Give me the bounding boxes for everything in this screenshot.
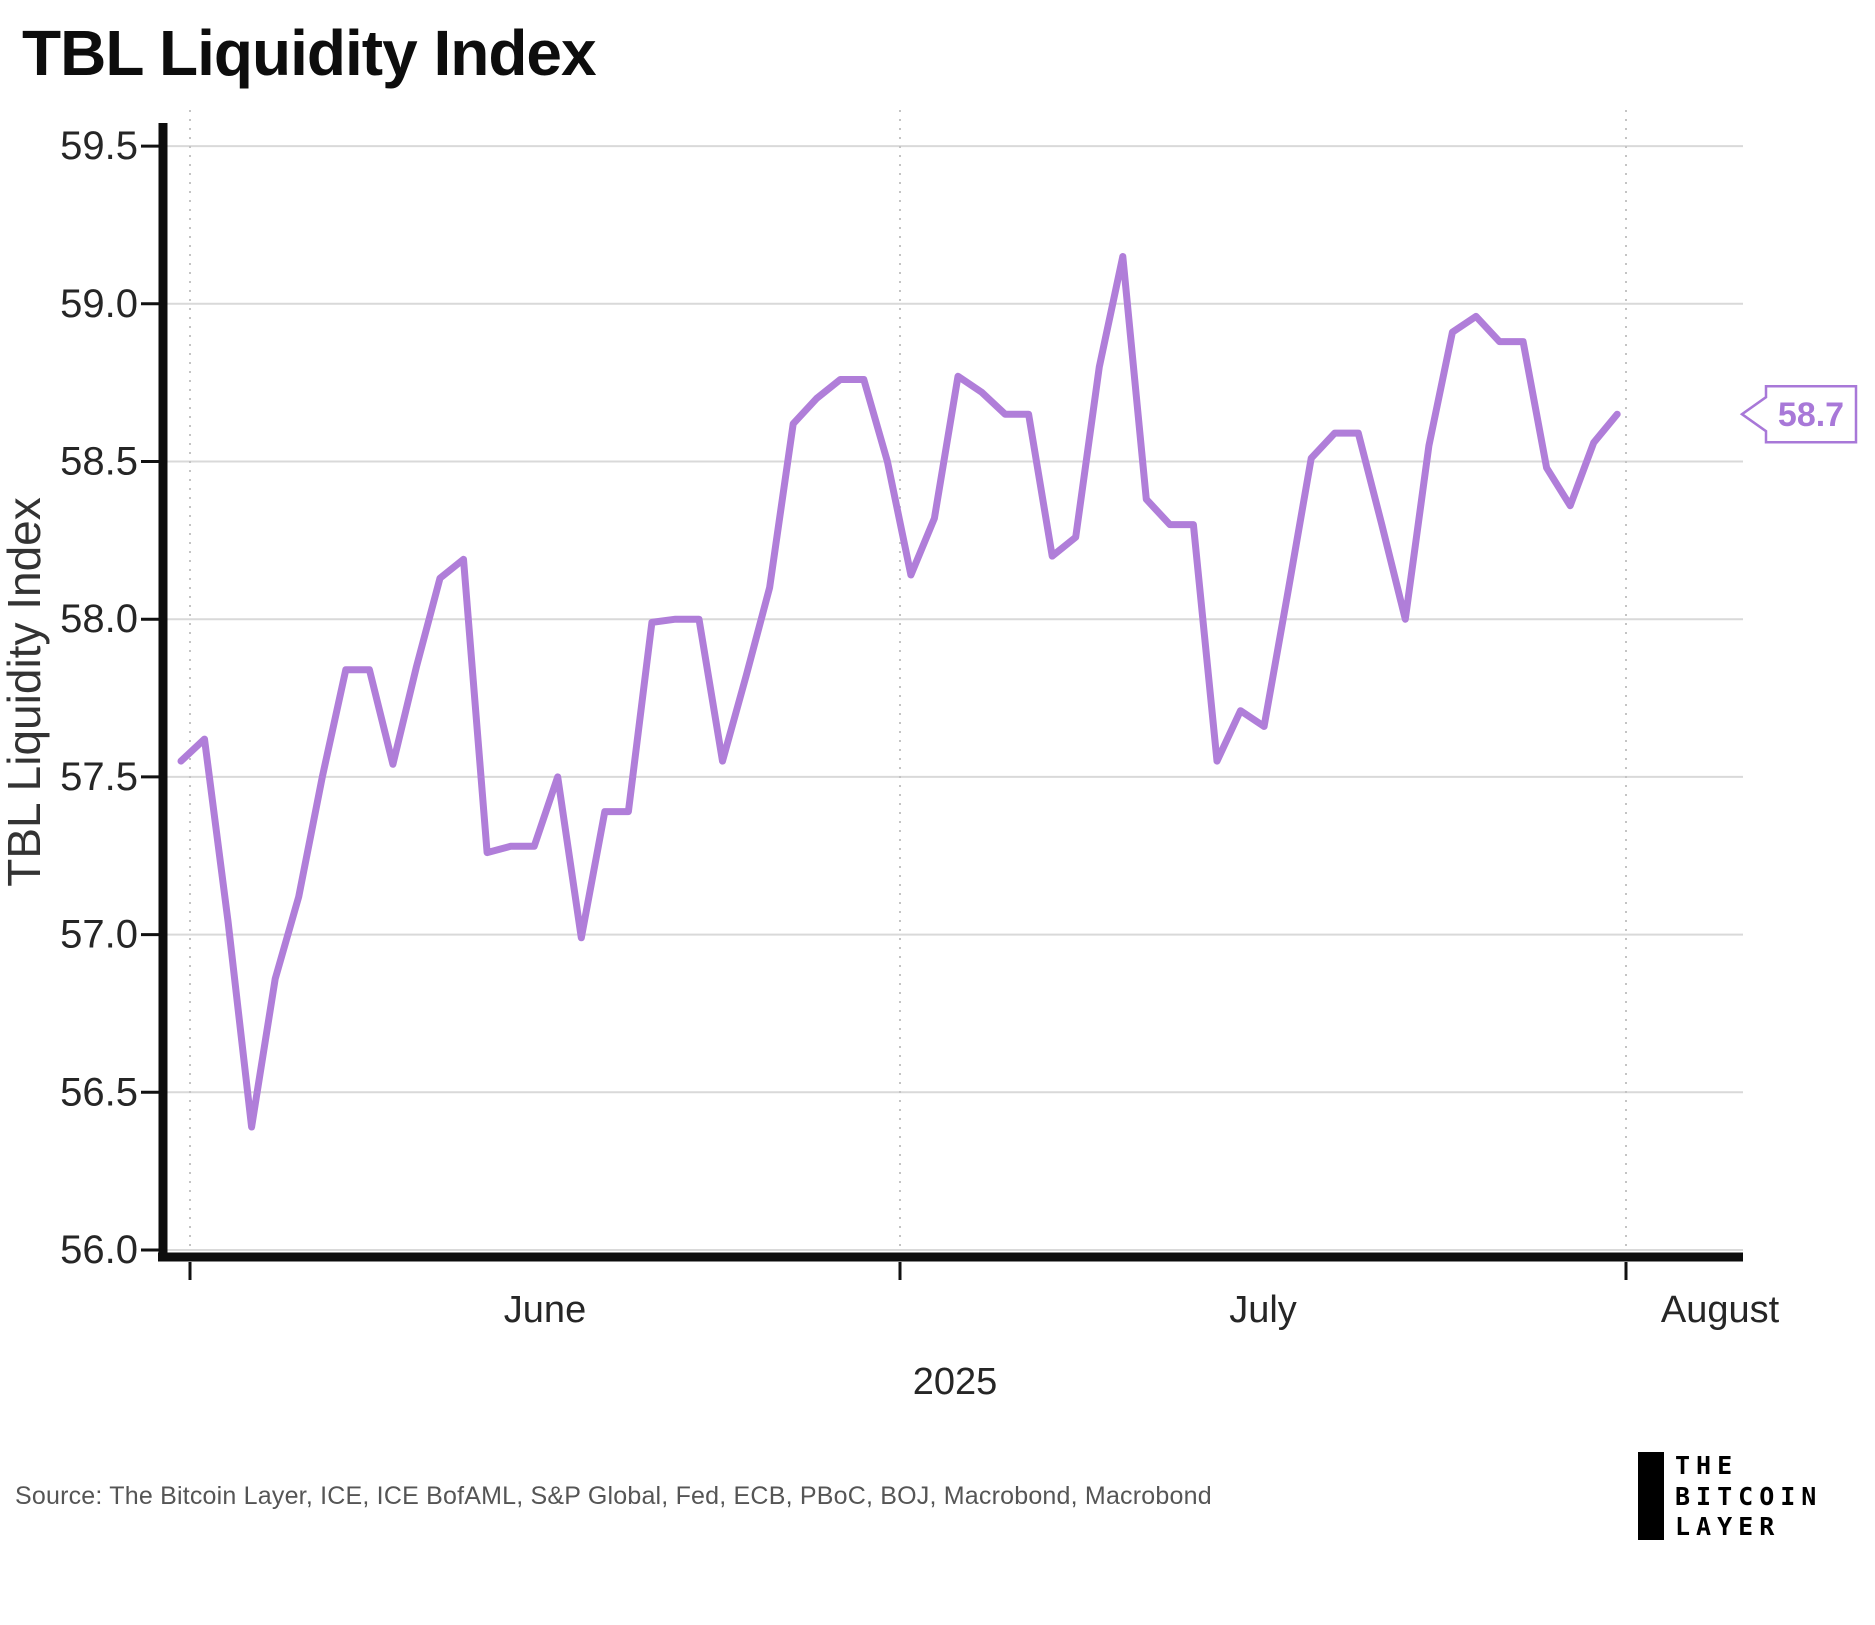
year-label: 2025 bbox=[913, 1361, 998, 1403]
logo-bar-icon bbox=[1638, 1452, 1664, 1540]
month-label: June bbox=[504, 1289, 586, 1331]
y-tick-label: 56.5 bbox=[60, 1070, 138, 1114]
logo-line-bitcoin: BITCOIN bbox=[1675, 1481, 1823, 1511]
liquidity-line-chart: 56.0 56.5 57.0 57.5 58.0 58.5 59.0 59.5 June July… bbox=[0, 110, 1858, 1403]
page-title: TBL Liquidity Index bbox=[22, 17, 597, 89]
last-value-label: 58.7 bbox=[1778, 396, 1844, 434]
month-label: July bbox=[1229, 1289, 1297, 1331]
y-tick-label: 56.0 bbox=[60, 1228, 138, 1272]
y-tick-label: 57.0 bbox=[60, 913, 138, 957]
brand-logo: THE BITCOIN LAYER bbox=[1638, 1452, 1822, 1540]
y-tick-label: 57.5 bbox=[60, 755, 138, 799]
y-tick-label: 58.5 bbox=[60, 440, 138, 484]
y-tick-label: 58.0 bbox=[60, 597, 138, 641]
source-note: Source: The Bitcoin Layer, ICE, ICE BofA… bbox=[15, 1482, 1212, 1510]
y-tick-label: 59.5 bbox=[60, 124, 138, 168]
logo-line-layer: LAYER bbox=[1675, 1512, 1781, 1541]
month-label: August bbox=[1661, 1289, 1780, 1331]
logo-line-the: THE bbox=[1675, 1451, 1739, 1480]
logo-wordmark: THE BITCOIN LAYER bbox=[1675, 1452, 1822, 1540]
series-line bbox=[177, 253, 1621, 1131]
y-tick-label: 59.0 bbox=[60, 282, 138, 326]
last-value-callout bbox=[1739, 384, 1858, 444]
y-axis-label: TBL Liquidity Index bbox=[0, 497, 50, 887]
